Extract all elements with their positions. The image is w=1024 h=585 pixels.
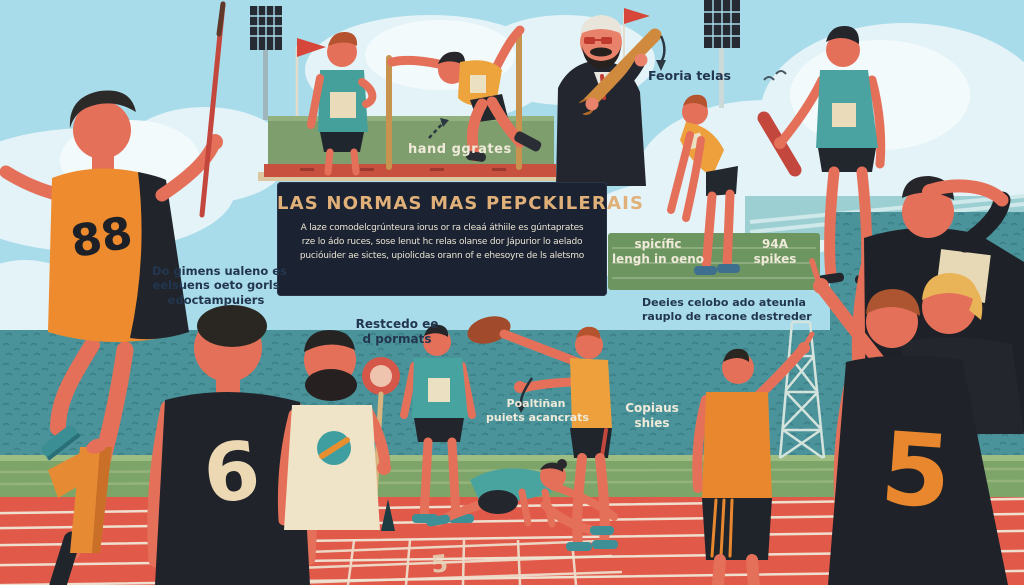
- ball-thrower-figure: [467, 316, 618, 551]
- relay-receiver-figure: [667, 94, 740, 275]
- field-sign: [608, 233, 820, 290]
- upright-pole-right: [516, 26, 522, 170]
- sign-length-label: spicífic lengh in oeno: [611, 237, 705, 266]
- back-athlete-five-figure: 5: [809, 258, 1008, 585]
- birds-icon: [763, 70, 787, 81]
- vaulting-athlete-figure: [387, 25, 542, 162]
- javelin-runner-figure: 88: [0, 1, 226, 585]
- pointing-athlete-figure: [692, 331, 815, 585]
- referee-figure: [556, 15, 662, 186]
- curved-arrow-icon: [516, 377, 534, 413]
- track-lane-number: 5: [430, 549, 450, 579]
- red-flag-right: [623, 8, 650, 58]
- rules-panel-body: A laze comodelcgrúnteura iorus or ra cle…: [277, 222, 607, 264]
- jersey-number-5: 5: [877, 410, 955, 532]
- hand-grates-label: hand ggrates: [408, 142, 512, 157]
- left-note-label: Do gimens ualeno es eelsuens oeto gorls …: [152, 264, 287, 307]
- shoes-note-label: Copiaus shies: [625, 401, 679, 430]
- rules-body-line: A laze comodelcgrúnteura iorus or ra cle…: [300, 223, 584, 233]
- floodlight-tower-left: [250, 6, 282, 120]
- track-spike-cone: [381, 499, 395, 531]
- relay-baton-label: Feoria telas: [648, 68, 731, 83]
- floodlight-tower-right: [704, 0, 740, 108]
- wooden-baton: [578, 28, 662, 114]
- relay-runner-figure: [757, 25, 886, 286]
- leather-ball: [467, 316, 511, 344]
- dashed-arrow-icon: [428, 118, 449, 139]
- red-glasses-icon: [584, 37, 612, 44]
- position-note-label: Poaltiñan puiets acancrats: [486, 397, 589, 424]
- lattice-tower: [778, 320, 826, 460]
- back-athlete-six-figure: 6: [147, 305, 317, 585]
- upright-pole-left: [386, 55, 392, 170]
- starting-block: [48, 447, 112, 553]
- record-note-label: Restcedo ee d pormats: [355, 317, 439, 346]
- rules-panel: LAS NORMAS MAS PEPCKILERAIS A laze comod…: [277, 182, 645, 296]
- jersey-number-6: 6: [199, 423, 264, 521]
- javelin: [199, 1, 226, 218]
- rules-panel-title: LAS NORMAS MAS PEPCKILERAIS: [277, 193, 645, 214]
- jersey-number-88: 88: [67, 207, 136, 268]
- highjump-mat: [258, 26, 564, 181]
- standing-athlete-figure: [400, 324, 476, 523]
- coach-athlete-figure: [307, 31, 377, 176]
- lollipop-official-figure: [277, 330, 400, 530]
- crouching-sprinter-figure: [426, 459, 618, 536]
- rules-body-line: pucióuider ae sictes, upiolicdas orann o…: [299, 250, 585, 261]
- baton-arrow-icon: [656, 35, 666, 71]
- sign-spikes-label: 94A spikes: [753, 237, 797, 266]
- rules-body-line: rze lo ádo ruces, sose lenut hc relas ol…: [301, 236, 583, 247]
- rules-note-label: Deeies celobo ado ateunla rauplo de raco…: [642, 296, 812, 323]
